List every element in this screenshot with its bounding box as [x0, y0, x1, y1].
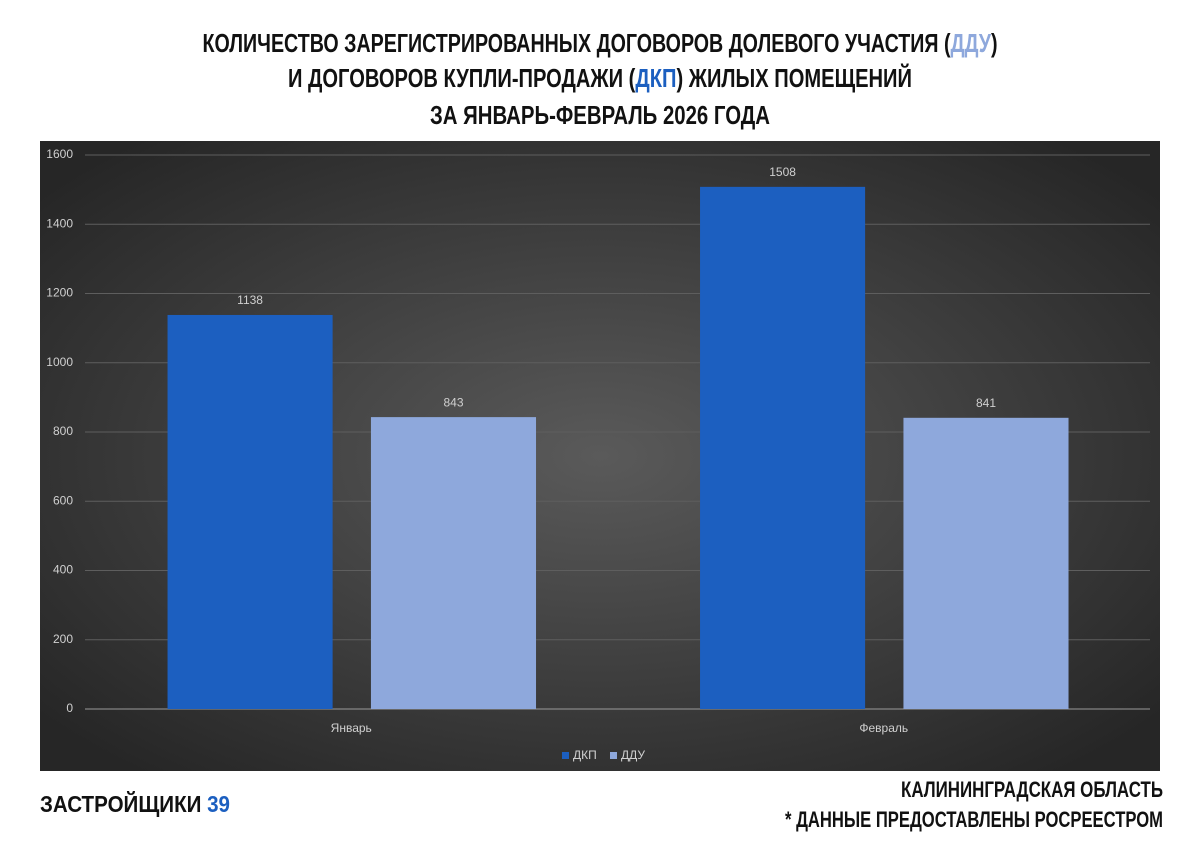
title-segment: ДКП	[635, 63, 676, 93]
y-tick-label: 400	[53, 563, 73, 577]
title-segment: ) ЖИЛЫХ ПОМЕЩЕНИЙ	[676, 63, 912, 93]
brand: ЗАСТРОЙЩИКИ 39	[40, 790, 230, 817]
y-tick-label: 1000	[46, 355, 73, 369]
region: КАЛИНИНГРАДСКАЯ ОБЛАСТЬ	[901, 777, 1163, 802]
title-line: ЗА ЯНВАРЬ-ФЕВРАЛЬ 2026 ГОДА	[430, 100, 770, 130]
title-segment: ДДУ	[951, 28, 992, 58]
bar	[903, 417, 1069, 709]
bar	[167, 314, 333, 709]
value-label: 843	[443, 395, 463, 409]
y-tick-label: 600	[53, 493, 73, 507]
title-segment: КОЛИЧЕСТВО ЗАРЕГИСТРИРОВАННЫХ ДОГОВОРОВ …	[203, 28, 951, 58]
bar	[700, 186, 866, 710]
title-segment: )	[991, 28, 998, 58]
y-tick-label: 0	[66, 701, 73, 715]
y-tick-label: 800	[53, 424, 73, 438]
y-tick-label: 1400	[46, 216, 73, 230]
value-label: 1508	[769, 165, 796, 179]
x-tick-label: Февраль	[859, 721, 908, 735]
title-line: КОЛИЧЕСТВО ЗАРЕГИСТРИРОВАННЫХ ДОГОВОРОВ …	[203, 28, 998, 58]
source: * ДАННЫЕ ПРЕДОСТАВЛЕНЫ РОСРЕЕСТРОМ	[785, 807, 1163, 832]
legend-label: ДКП	[573, 748, 597, 762]
brand-segment: ЗАСТРОЙЩИКИ	[40, 790, 207, 817]
bar	[370, 417, 537, 709]
y-tick-label: 1200	[46, 286, 73, 300]
x-tick-label: Январь	[331, 721, 372, 735]
brand-segment: 39	[207, 791, 230, 817]
y-tick-label: 1600	[46, 147, 73, 161]
title-segment: ЗА ЯНВАРЬ-ФЕВРАЛЬ 2026 ГОДА	[430, 100, 770, 130]
value-label: 841	[976, 396, 996, 410]
title-line: И ДОГОВОРОВ КУПЛИ-ПРОДАЖИ (ДКП) ЖИЛЫХ ПО…	[288, 63, 912, 93]
y-tick-label: 200	[53, 632, 73, 646]
legend-swatch	[610, 752, 617, 759]
value-label: 1138	[237, 293, 263, 307]
legend-swatch	[562, 752, 569, 759]
legend-label: ДДУ	[621, 748, 645, 762]
title-segment: И ДОГОВОРОВ КУПЛИ-ПРОДАЖИ (	[288, 63, 636, 93]
